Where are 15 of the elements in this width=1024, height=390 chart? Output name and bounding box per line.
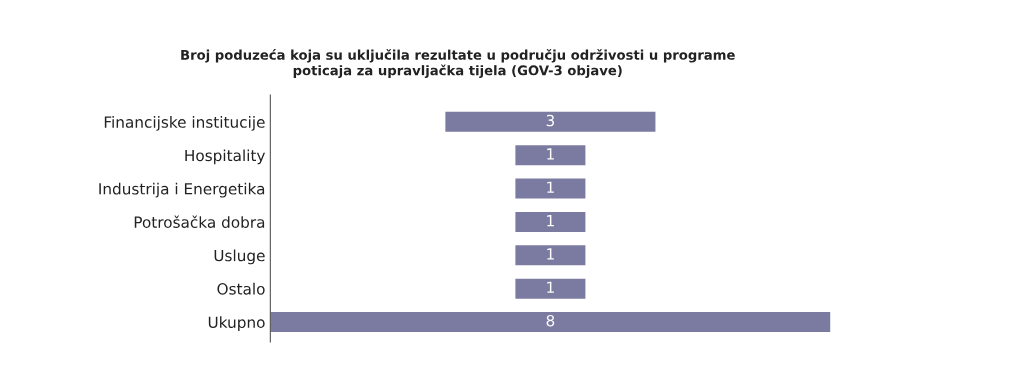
category-label: Industrija i Energetika — [99, 182, 265, 198]
data-label: 1 — [547, 281, 554, 293]
data-label: 1 — [547, 248, 554, 260]
data-label: 1 — [547, 181, 554, 193]
text: Broj poduzeća koja su uključila rezultate u području održivosti u programe poticaja za upravljačka tijela (GOV-3 objave) — [181, 49, 735, 78]
data-label: 1 — [547, 215, 554, 227]
category-label: Hospitality — [185, 149, 266, 165]
category-label: Ostalo — [217, 282, 265, 295]
category-label: Potrošačka dobra — [134, 215, 265, 228]
category-label: Usluge — [214, 249, 265, 265]
data-label: 8 — [546, 314, 555, 327]
category-label: Ukupno — [208, 316, 265, 331]
data-label: 3 — [546, 114, 555, 127]
data-label: 1 — [547, 148, 554, 160]
category-label: Financijske institucije — [104, 116, 265, 131]
